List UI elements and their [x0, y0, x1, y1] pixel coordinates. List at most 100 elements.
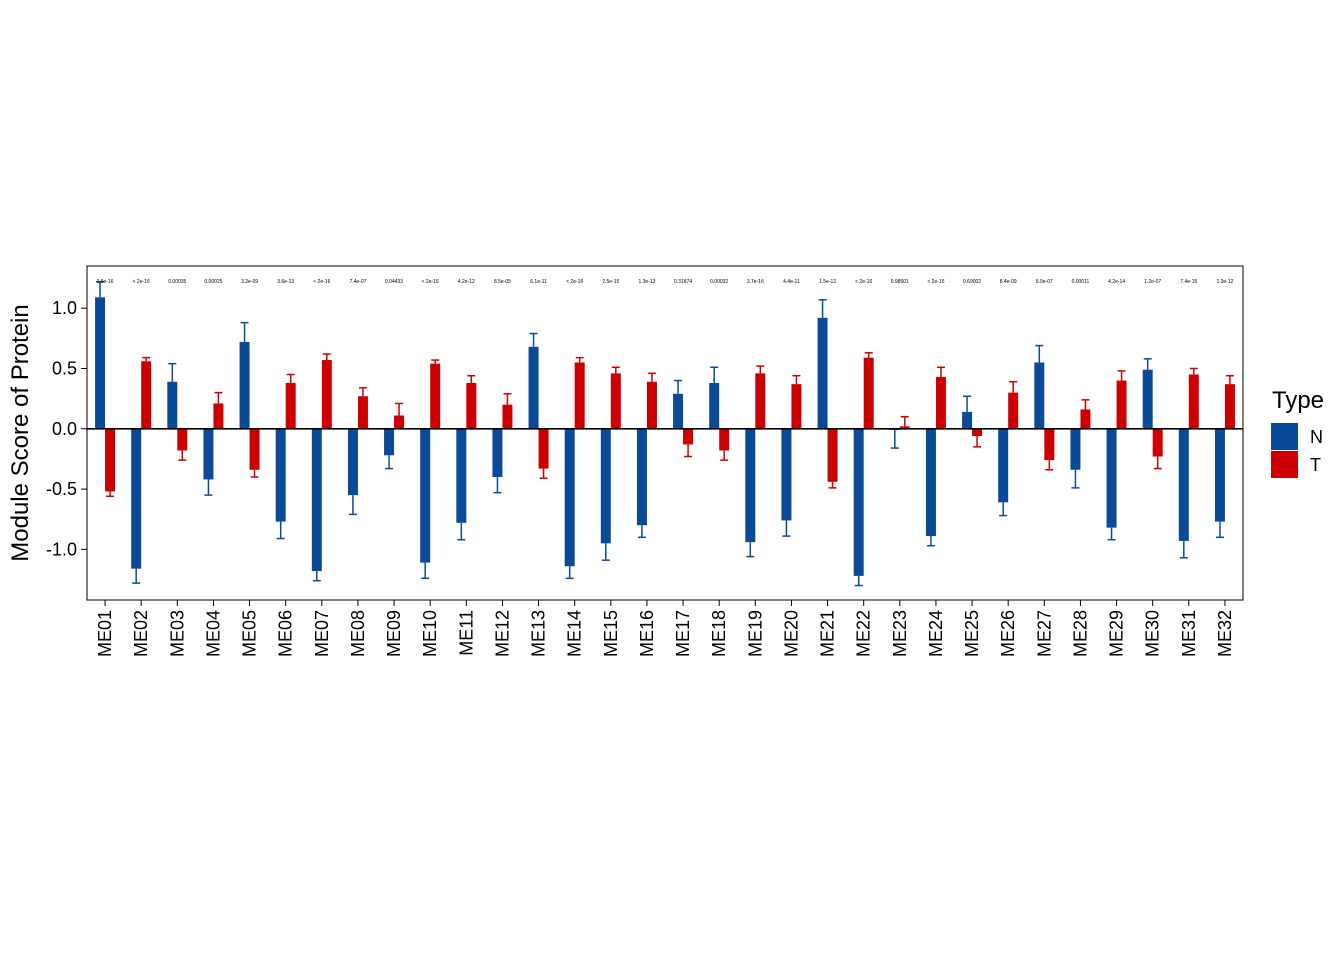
x-tick-label-ME07: ME07	[312, 610, 332, 657]
bar-T-ME22	[863, 357, 874, 429]
legend-label-T: T	[1310, 455, 1321, 475]
bar-N-ME15	[600, 428, 611, 544]
bar-N-ME21	[817, 317, 828, 429]
p-value-label: 7.4e-15	[1180, 279, 1197, 285]
p-value-label: 1.5e-16	[97, 279, 114, 285]
bar-T-ME02	[141, 361, 152, 429]
bar-T-ME13	[538, 428, 549, 469]
y-tick-label: 1.0	[52, 298, 77, 318]
p-value-label: 0.00032	[710, 279, 728, 285]
p-value-label: < 2e-16	[422, 279, 439, 285]
x-tick-label-ME31: ME31	[1179, 610, 1199, 657]
p-value-label: 3.7e-16	[747, 279, 764, 285]
bar-T-ME15	[610, 373, 621, 429]
plot-border	[86, 265, 1244, 601]
bar-N-ME24	[925, 428, 936, 537]
bar-N-ME01	[95, 297, 106, 429]
p-value-label: 6.1e-11	[530, 279, 547, 285]
bar-N-ME17	[673, 393, 684, 429]
x-tick-label-ME16: ME16	[637, 610, 657, 657]
bar-T-ME08	[357, 396, 368, 429]
bar-N-ME28	[1070, 428, 1081, 470]
x-tick-label-ME15: ME15	[601, 610, 621, 657]
p-value-label: 0.04433	[385, 279, 403, 285]
legend: Type NT	[1271, 387, 1324, 478]
x-tick-label-ME23: ME23	[890, 610, 910, 657]
x-tick-label-ME18: ME18	[709, 610, 729, 657]
bar-T-ME04	[213, 403, 224, 429]
bar-N-ME29	[1106, 428, 1117, 528]
bar-N-ME02	[131, 428, 142, 569]
bar-T-ME09	[394, 415, 405, 429]
bar-N-ME09	[384, 428, 395, 456]
bar-N-ME13	[528, 346, 539, 429]
bar-T-ME14	[574, 362, 585, 429]
bar-T-ME21	[827, 428, 838, 482]
p-value-label: < 2e-16	[313, 279, 330, 285]
p-value-label: 8.5e-05	[494, 279, 511, 285]
y-tick-label: -1.0	[46, 539, 77, 559]
bar-T-ME28	[1080, 409, 1091, 429]
p-value-label: 0.00011	[1072, 279, 1090, 285]
p-value-label: 4.4e-11	[783, 279, 800, 285]
bar-T-ME26	[1008, 392, 1019, 429]
p-value-label: 1.2e-07	[1144, 279, 1161, 285]
p-value-label: < 2e-16	[927, 279, 944, 285]
bar-T-ME29	[1116, 380, 1127, 429]
legend-swatch-T	[1271, 451, 1298, 478]
p-value-label: 1.5e-12	[819, 279, 836, 285]
p-value-label: 8.4e-09	[1000, 279, 1017, 285]
p-value-label: < 2e-16	[566, 279, 583, 285]
x-tick-label-ME06: ME06	[276, 610, 296, 657]
bar-T-ME10	[430, 363, 441, 429]
x-tick-label-ME22: ME22	[854, 610, 874, 657]
x-tick-label-ME20: ME20	[781, 610, 801, 657]
bar-N-ME30	[1142, 369, 1153, 429]
x-tick-label-ME05: ME05	[240, 610, 260, 657]
p-value-label: 1.3e-13	[638, 279, 655, 285]
p-value-label: 0.98501	[891, 279, 909, 285]
p-value-label: 4.2e-12	[458, 279, 475, 285]
x-tick-label-ME30: ME30	[1143, 610, 1163, 657]
x-tick-label-ME03: ME03	[167, 610, 187, 657]
bar-N-ME31	[1178, 428, 1189, 541]
x-tick-label-ME11: ME11	[456, 610, 476, 656]
bar-N-ME14	[564, 428, 575, 567]
bar-N-ME19	[745, 428, 756, 543]
legend-swatch-N	[1271, 423, 1298, 450]
bar-N-ME26	[998, 428, 1009, 503]
x-tick-label-ME27: ME27	[1034, 610, 1054, 657]
x-tick-label-ME02: ME02	[131, 610, 151, 657]
x-tick-label-ME24: ME24	[926, 610, 946, 657]
bar-T-ME23	[899, 426, 910, 429]
bar-T-ME11	[466, 382, 477, 429]
bar-T-ME18	[719, 428, 730, 451]
p-value-label: 4.2e-14	[1108, 279, 1125, 285]
p-value-label: 0.00035	[168, 279, 186, 285]
bar-N-ME06	[275, 428, 286, 522]
bar-N-ME22	[853, 428, 864, 576]
x-tick-label-ME32: ME32	[1215, 610, 1235, 657]
x-tick-label-ME13: ME13	[529, 610, 549, 657]
x-tick-label-ME29: ME29	[1107, 610, 1127, 657]
bar-T-ME12	[502, 404, 513, 429]
y-axis-label: Module Score of Protein	[7, 304, 34, 561]
bar-N-ME07	[311, 428, 322, 572]
bar-T-ME16	[646, 381, 657, 429]
bar-T-ME06	[285, 382, 296, 429]
bar-N-ME12	[492, 428, 503, 478]
p-value-label: 0.31874	[674, 279, 692, 285]
bar-T-ME27	[1044, 428, 1055, 461]
y-tick-label: 0.0	[52, 419, 77, 439]
bar-T-ME07	[321, 360, 332, 429]
p-value-label: < 2e-16	[855, 279, 872, 285]
p-value-label: 0.69002	[963, 279, 981, 285]
bar-T-ME31	[1188, 374, 1199, 429]
bar-T-ME20	[791, 384, 802, 429]
bar-T-ME17	[683, 428, 694, 445]
p-value-label: 5.0e-07	[1036, 279, 1053, 285]
bar-N-ME05	[239, 341, 250, 429]
p-value-label: < 2e-16	[133, 279, 150, 285]
x-tick-label-ME25: ME25	[962, 610, 982, 657]
bar-T-ME19	[755, 373, 766, 429]
